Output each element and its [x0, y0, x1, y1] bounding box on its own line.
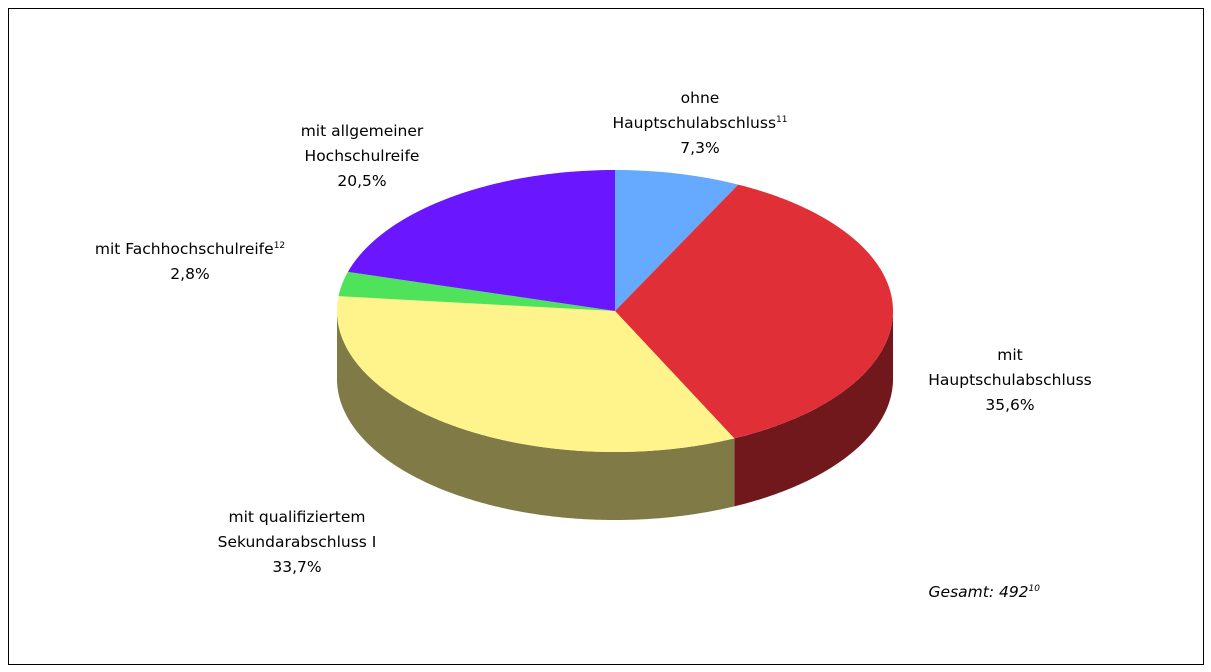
slice-label: ohne Hauptschulabschluss11 7,3%: [600, 86, 800, 161]
slice-label: mit qualifiziertem Sekundarabschluss I 33…: [197, 505, 397, 580]
slice-label: mit allgemeiner Hochschulreife 20,5%: [280, 119, 445, 194]
slice: [615, 170, 739, 311]
chart-frame: [8, 8, 1204, 665]
category-label: mit allgemeiner Hochschulreife: [280, 119, 445, 169]
value-label: 2,8%: [170, 265, 210, 283]
annotation: Gesamt: 49210: [860, 583, 1040, 601]
category-label: mit Hauptschulabschluss: [915, 343, 1105, 393]
category-text: mit Fachhochschulreife: [94, 240, 274, 258]
category-text: mit allgemeiner Hochschulreife: [300, 122, 424, 165]
slice-label: mit Hauptschulabschluss 35,6%: [915, 343, 1105, 418]
category-label: ohne Hauptschulabschluss11: [600, 86, 800, 136]
slice: [338, 271, 615, 311]
slice: [337, 296, 735, 452]
slice-side: [734, 311, 893, 507]
category-label: mit Fachhochschulreife12: [90, 237, 290, 262]
category-text: mit Hauptschulabschluss: [928, 346, 1092, 389]
value-label: 35,6%: [985, 396, 1035, 414]
value-label: 20,5%: [337, 172, 387, 190]
annotation-text: Gesamt: 492: [928, 583, 1029, 601]
footnote: 10: [1028, 584, 1040, 594]
value-label: 33,7%: [272, 558, 322, 576]
value-label: 7,3%: [680, 139, 720, 157]
slice: [347, 170, 615, 311]
category-label: mit qualifiziertem Sekundarabschluss I: [197, 505, 397, 555]
slice-side: [337, 311, 735, 520]
slice: [615, 184, 893, 439]
category-text: mit qualifiziertem Sekundarabschluss I: [217, 508, 377, 551]
slice-label: mit Fachhochschulreife12 2,8%: [90, 237, 290, 287]
category-text: ohne Hauptschulabschluss: [612, 89, 777, 132]
footnote: 11: [776, 115, 788, 125]
footnote: 12: [273, 241, 286, 251]
